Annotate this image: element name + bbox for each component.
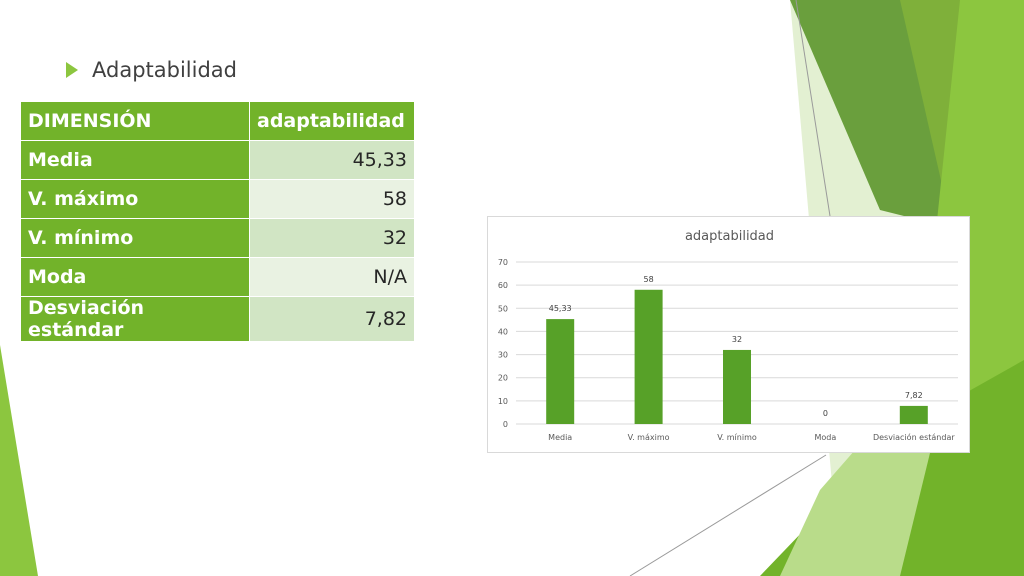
x-tick-label: V. mínimo	[717, 433, 757, 442]
y-tick-label: 20	[498, 374, 508, 383]
table-row: Media 45,33	[20, 140, 415, 180]
row-value: 32	[249, 218, 415, 258]
row-value: N/A	[249, 257, 415, 297]
bar	[899, 405, 928, 424]
thin-diagonal-line-lower	[629, 454, 827, 576]
bullet-item: Adaptabilidad	[66, 56, 237, 84]
header-adaptabilidad: adaptabilidad	[249, 101, 415, 141]
table-row: V. máximo 58	[20, 179, 415, 219]
table-row: V. mínimo 32	[20, 218, 415, 258]
chart-title: adaptabilidad	[685, 229, 774, 244]
row-value: 45,33	[249, 140, 415, 180]
data-label: 45,33	[549, 304, 572, 313]
row-value: 7,82	[249, 296, 415, 342]
x-tick-label: V. máximo	[628, 433, 670, 442]
row-label: Desviación estándar	[20, 296, 250, 342]
left-green-shard	[0, 345, 38, 576]
y-tick-label: 0	[503, 420, 508, 429]
data-label: 0	[823, 409, 828, 418]
x-tick-label: Moda	[815, 433, 837, 442]
data-label: 58	[644, 275, 654, 284]
thin-diagonal-line	[795, 0, 831, 217]
row-label: Moda	[20, 257, 250, 297]
data-label: 32	[732, 335, 742, 344]
y-tick-label: 50	[498, 304, 508, 313]
row-label: V. mínimo	[20, 218, 250, 258]
bar	[546, 319, 575, 424]
bar	[723, 349, 751, 424]
y-tick-label: 30	[498, 351, 508, 360]
data-label: 7,82	[905, 391, 923, 400]
table-header-row: DIMENSIÓN adaptabilidad	[20, 101, 415, 141]
bullet-arrow-icon	[66, 62, 78, 78]
table-row: Moda N/A	[20, 257, 415, 297]
y-tick-label: 60	[498, 281, 508, 290]
stats-table: DIMENSIÓN adaptabilidad Media 45,33 V. m…	[20, 101, 415, 342]
bar	[634, 289, 663, 424]
x-tick-label: Media	[548, 433, 572, 442]
row-value: 58	[249, 179, 415, 219]
y-tick-label: 40	[498, 327, 508, 336]
bullet-text: Adaptabilidad	[92, 58, 237, 82]
y-tick-label: 10	[498, 397, 508, 406]
y-tick-label: 70	[498, 258, 508, 267]
row-label: Media	[20, 140, 250, 180]
chart-svg: adaptabilidad 0 10 20 30 40 50 60 70 45,33 Media 58…	[498, 229, 958, 442]
x-tick-label: Desviación estándar	[873, 432, 955, 442]
row-label: V. máximo	[20, 179, 250, 219]
header-dimension: DIMENSIÓN	[20, 101, 250, 141]
table-row: Desviación estándar 7,82	[20, 296, 415, 342]
bar-chart: adaptabilidad 0 10 20 30 40 50 60 70 45,33 Media 58…	[487, 216, 970, 453]
